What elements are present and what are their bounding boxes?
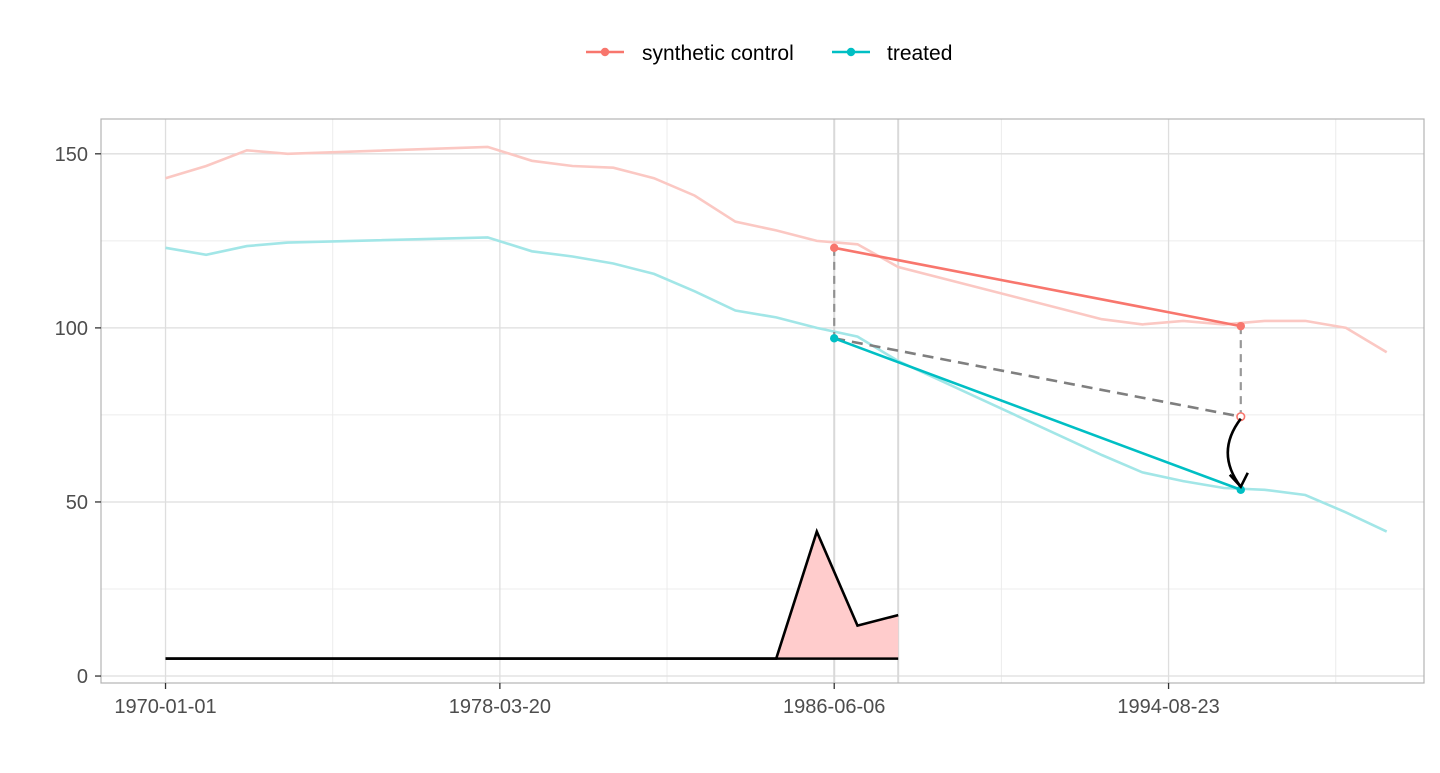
legend-key-point bbox=[600, 47, 610, 57]
legend-label: treated bbox=[887, 42, 952, 65]
treated-point bbox=[830, 334, 839, 343]
treated-point bbox=[1236, 485, 1245, 494]
x-tick-label: 1986-06-06 bbox=[783, 696, 885, 718]
synthetic-control-background-line bbox=[165, 145, 1388, 354]
plot-border bbox=[100, 118, 1425, 684]
y-tick-label: 150 bbox=[55, 144, 88, 166]
synthetic-control-point bbox=[1236, 321, 1245, 331]
effect-arrowhead bbox=[1228, 472, 1249, 490]
x-tick-label: 1994-08-23 bbox=[1117, 696, 1219, 718]
x-tick-label: 1978-03-20 bbox=[449, 696, 551, 718]
y-tick-label: 0 bbox=[77, 666, 88, 688]
series-layer bbox=[165, 145, 1388, 660]
x-axis: 1970-01-01 1978-03-20 1986-06-06 1994-08-23 bbox=[114, 683, 1220, 718]
y-tick-label: 50 bbox=[66, 492, 88, 514]
synthetic-control-highlight-line bbox=[833, 246, 1242, 328]
plot-panel bbox=[101, 119, 1424, 683]
counterfactual-dashed-line bbox=[833, 337, 1242, 418]
weights-area-fill bbox=[165, 531, 899, 659]
synthetic-control-point bbox=[830, 243, 839, 253]
y-tick-label: 100 bbox=[55, 318, 88, 340]
x-tick-label: 1970-01-01 bbox=[114, 696, 216, 718]
legend: synthetic control treated bbox=[586, 42, 952, 65]
legend-key-point bbox=[846, 47, 856, 57]
y-axis: 0 50 100 150 bbox=[55, 144, 101, 688]
treated-highlight-line bbox=[833, 337, 1242, 491]
legend-label: synthetic control bbox=[642, 42, 794, 65]
